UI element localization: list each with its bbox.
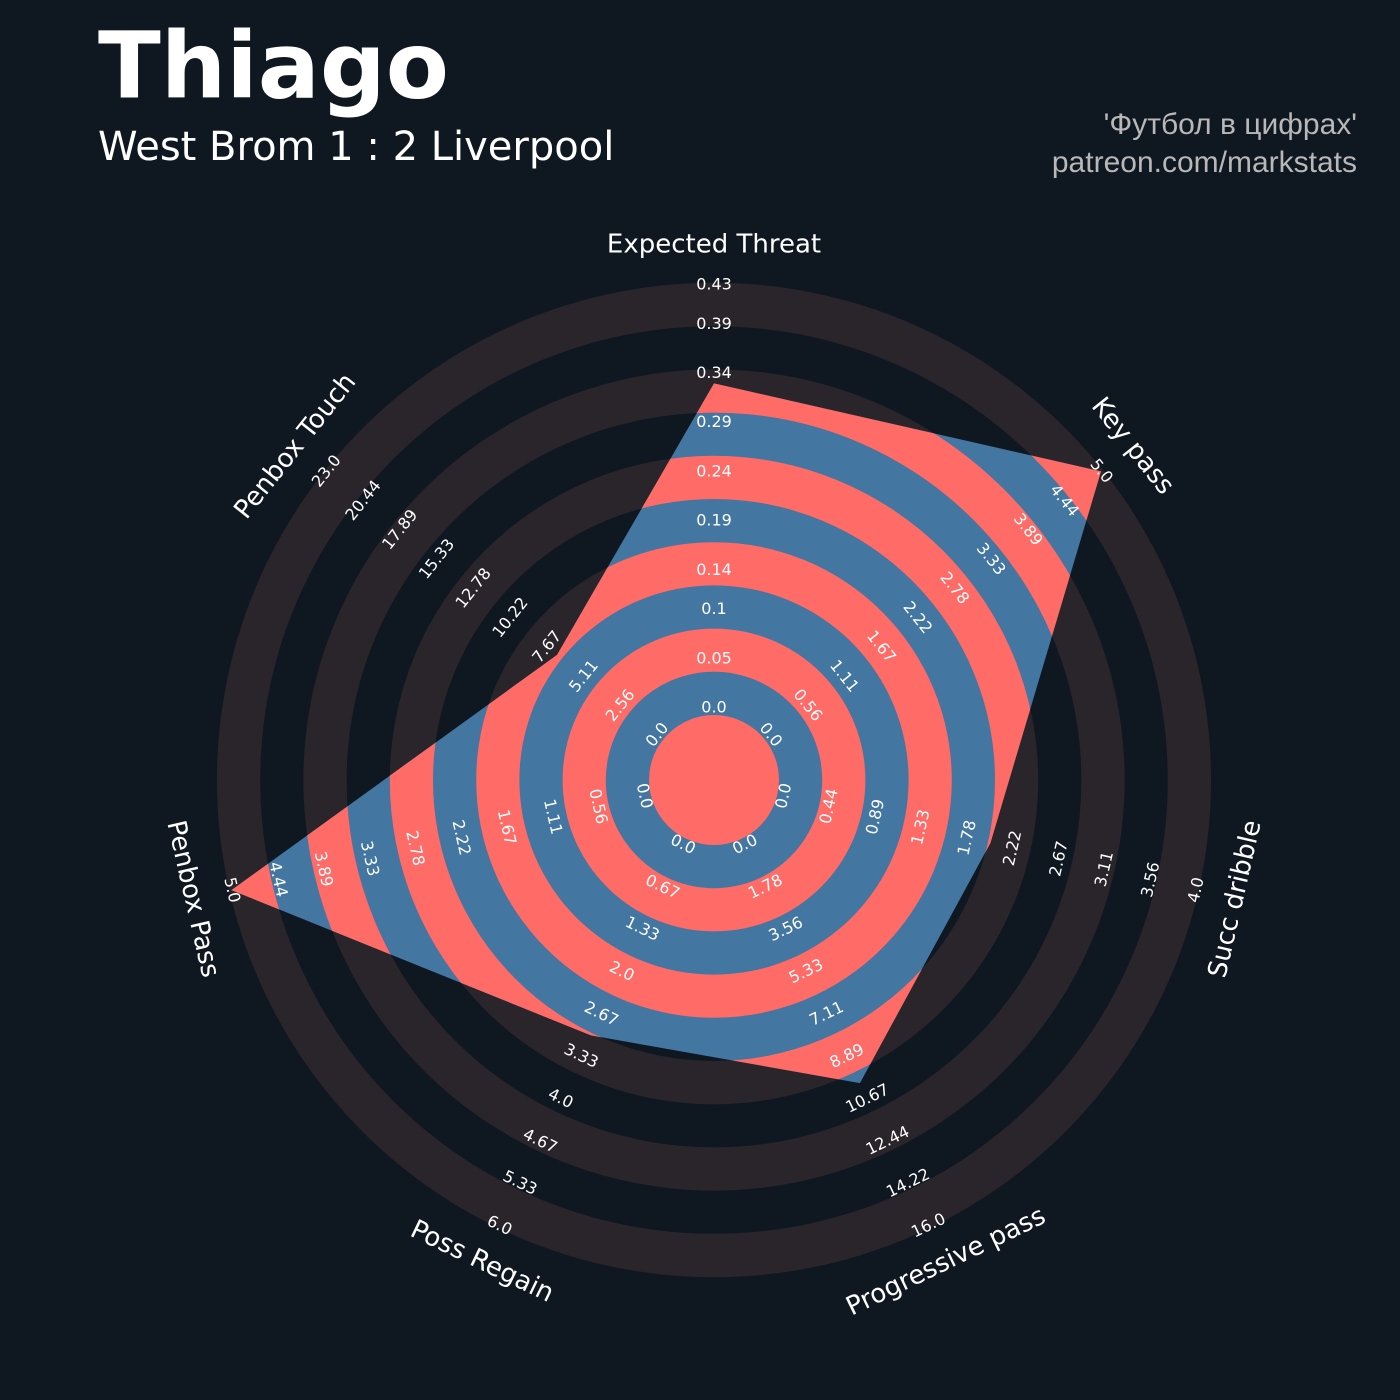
tick-label: 0.19: [696, 511, 732, 530]
tick-label: 0.0: [701, 698, 726, 717]
tick-label: 0.39: [696, 314, 732, 333]
credit: patreon.com/markstats: [1052, 146, 1357, 179]
tick-label: 0.34: [696, 363, 732, 382]
tick-label: 0.43: [696, 275, 732, 294]
tick-label: 0.05: [696, 648, 732, 667]
tick-label: 0.29: [696, 412, 732, 431]
highlight-rings: [231, 383, 1102, 1084]
chart-title: Thiago: [98, 12, 449, 119]
chart-subtitle: West Brom 1 : 2 Liverpool: [98, 124, 614, 170]
credit: 'Футбол в цифрах': [1104, 108, 1357, 141]
tick-label: 0.14: [696, 560, 732, 579]
tick-label: 0.1: [701, 599, 726, 618]
tick-label: 0.24: [696, 461, 732, 480]
axis-label: Expected Threat: [607, 230, 821, 260]
highlight-ring: [649, 715, 779, 845]
